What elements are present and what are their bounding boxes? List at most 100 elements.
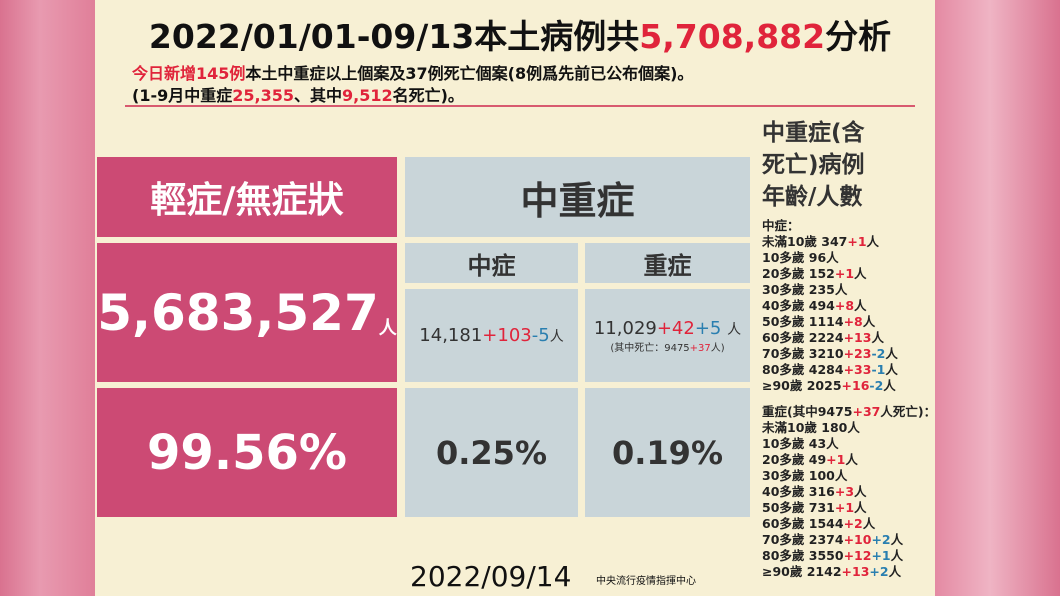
- unit: 人: [890, 548, 904, 563]
- age-row: 20多歲 152+1人: [762, 266, 936, 282]
- critical-title-text: 人死亡)：: [880, 404, 937, 419]
- age-row: ≥90歲 2025+16-2人: [762, 378, 936, 394]
- age-row: 50多歲 731+1人: [762, 500, 936, 516]
- unit: 人: [378, 318, 397, 339]
- title-text: 2022/01/01-09/13本土病例共: [148, 17, 640, 56]
- summary-text: 名死亡)。: [392, 86, 464, 105]
- age-row: 70多歲 2374+10+2人: [762, 532, 936, 548]
- increase: +1: [834, 500, 855, 515]
- summary-text: 、其中: [293, 86, 342, 105]
- age-row: 30多歲 235人: [762, 282, 936, 298]
- age-row: 30多歲 100人: [762, 468, 936, 484]
- increase: +13: [841, 564, 870, 579]
- age: 70多歲: [762, 346, 805, 361]
- title: 2022/01/01-09/13本土病例共5,708,882分析: [0, 10, 1060, 58]
- count: 235: [808, 282, 835, 297]
- count: 100: [808, 468, 835, 483]
- summary-line: 今日新增145例本土中重症以上個案及37例死亡個案(8例爲先前已公布個案)。: [132, 60, 693, 84]
- adjustment: -5: [531, 325, 550, 346]
- age-row: 10多歲 96人: [762, 250, 936, 266]
- age: 40多歲: [762, 298, 805, 313]
- deaths-text: 人): [710, 342, 725, 354]
- summary-text: 本土中重症以上個案及37例死亡個案(8例爲先前已公布個案)。: [245, 64, 694, 83]
- adjustment: -1: [871, 362, 886, 377]
- count: 731: [808, 500, 835, 515]
- title-text: 分析: [825, 17, 892, 56]
- adjustment: +1: [871, 548, 891, 563]
- count: 43: [808, 436, 827, 451]
- count: 3550: [808, 548, 844, 563]
- increase: +42: [656, 317, 695, 339]
- count: 11,029: [593, 317, 657, 339]
- title-total: 5,708,882: [639, 17, 826, 56]
- unit: 人: [845, 452, 858, 467]
- sidebar-title-line: 中重症(含: [762, 120, 865, 146]
- unit: 人: [834, 468, 848, 483]
- unit: 人: [847, 420, 860, 435]
- increase: +10: [843, 532, 872, 547]
- mild-count: 5,683,527: [97, 283, 379, 342]
- adjustment: +2: [869, 564, 889, 579]
- summary-text: (1-9月中重症: [132, 86, 233, 105]
- age: 未滿10歲: [762, 234, 817, 249]
- critical-line: 11,029+42+5 人: [594, 318, 741, 339]
- age-row: 70多歲 3210+23-2人: [762, 346, 936, 362]
- unit: 人: [834, 282, 848, 297]
- summary-highlight: 今日新增145例: [132, 64, 246, 83]
- age: 50多歲: [762, 314, 805, 329]
- age-row: ≥90歲 2142+13+2人: [762, 564, 936, 580]
- date: 2022/09/14: [410, 560, 572, 593]
- deaths-increase: +37: [689, 342, 711, 354]
- sidebar-title: 中重症(含 死亡)病例 年齡/人數: [762, 117, 865, 213]
- age-row: 60多歲 2224+13人: [762, 330, 936, 346]
- increase: +23: [843, 346, 872, 361]
- summary-highlight: 9,512: [342, 86, 393, 105]
- count: 1114: [808, 314, 844, 329]
- sidebar-title-line: 年齡/人數: [762, 184, 863, 210]
- age-row: 未滿10歲 180人: [762, 420, 936, 436]
- age-row: 20多歲 49+1人: [762, 452, 936, 468]
- age: 30多歲: [762, 282, 805, 297]
- count: 4284: [808, 362, 844, 377]
- divider: [125, 105, 915, 107]
- critical-header: 重症: [585, 243, 750, 283]
- age-row: 60多歲 1544+2人: [762, 516, 936, 532]
- unit: 人: [883, 378, 896, 393]
- count: 1544: [808, 516, 844, 531]
- increase: +8: [834, 298, 855, 313]
- age-row: 80多歲 3550+12+1人: [762, 548, 936, 564]
- mild-header: 輕症/無症狀: [97, 157, 397, 237]
- critical-title-increase: +37: [852, 404, 881, 419]
- count: 152: [808, 266, 835, 281]
- unit: 人: [854, 484, 867, 499]
- increase: +3: [834, 484, 855, 499]
- age-row: 80多歲 4284+33-1人: [762, 362, 936, 378]
- increase: +2: [843, 516, 863, 531]
- unit: 人: [888, 564, 902, 579]
- unit: 人: [854, 500, 867, 515]
- increase: +1: [847, 234, 867, 249]
- moderate-pct: 0.25%: [405, 388, 578, 517]
- sidebar-list: 中症： 未滿10歲 347+1人 10多歲 96人 20多歲 152+1人 30多歲 2…: [762, 218, 936, 580]
- unit: 人: [727, 321, 742, 338]
- increase: +33: [843, 362, 872, 377]
- age-row: 40多歲 494+8人: [762, 298, 936, 314]
- count: 14,181: [419, 325, 483, 346]
- count: 180: [821, 420, 848, 435]
- age: 80多歲: [762, 362, 805, 377]
- age: 30多歲: [762, 468, 805, 483]
- unit: 人: [862, 314, 876, 329]
- increase: +8: [843, 314, 863, 329]
- count: 3210: [808, 346, 844, 361]
- adjustment: +5: [694, 317, 722, 339]
- count: 49: [808, 452, 827, 467]
- unit: 人: [549, 328, 564, 345]
- adjustment: -2: [869, 378, 884, 393]
- critical-count: 11,029+42+5 人 (其中死亡：9475+37人): [585, 289, 750, 382]
- critical-title-text: 重症(其中9475: [762, 404, 853, 419]
- age: 70多歲: [762, 532, 805, 547]
- increase: +103: [482, 325, 532, 346]
- age: 20多歲: [762, 266, 805, 281]
- summary-highlight: 25,355: [232, 86, 294, 105]
- age: 未滿10歲: [762, 420, 817, 435]
